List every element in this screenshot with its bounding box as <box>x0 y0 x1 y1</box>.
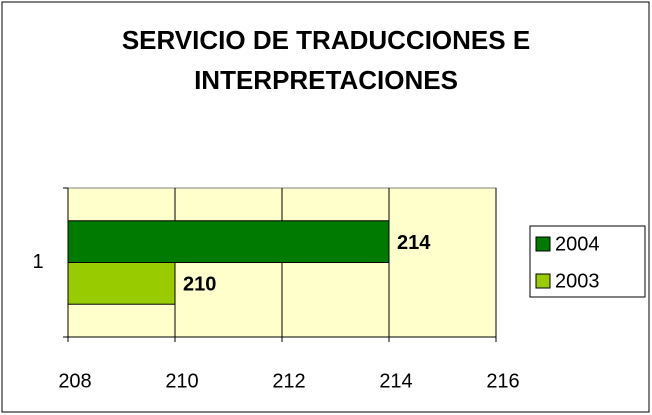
x-tick-label: 212 <box>272 370 305 392</box>
value-label: 210 <box>183 274 216 296</box>
legend-swatch <box>535 236 551 252</box>
chart-title: SERVICIO DE TRADUCCIONES E INTERPRETACIO… <box>121 25 531 95</box>
x-tick-label: 210 <box>165 370 198 392</box>
legend-label: 2004 <box>555 233 600 255</box>
legend-label: 2003 <box>555 270 600 292</box>
bar <box>67 220 390 263</box>
x-tick-label: 216 <box>486 370 519 392</box>
value-label: 214 <box>397 232 431 254</box>
bar <box>67 262 176 305</box>
legend-swatch <box>535 273 551 289</box>
x-tick-label: 208 <box>58 370 91 392</box>
x-tick-label: 214 <box>379 370 412 392</box>
y-tick-label: 1 <box>32 251 43 273</box>
